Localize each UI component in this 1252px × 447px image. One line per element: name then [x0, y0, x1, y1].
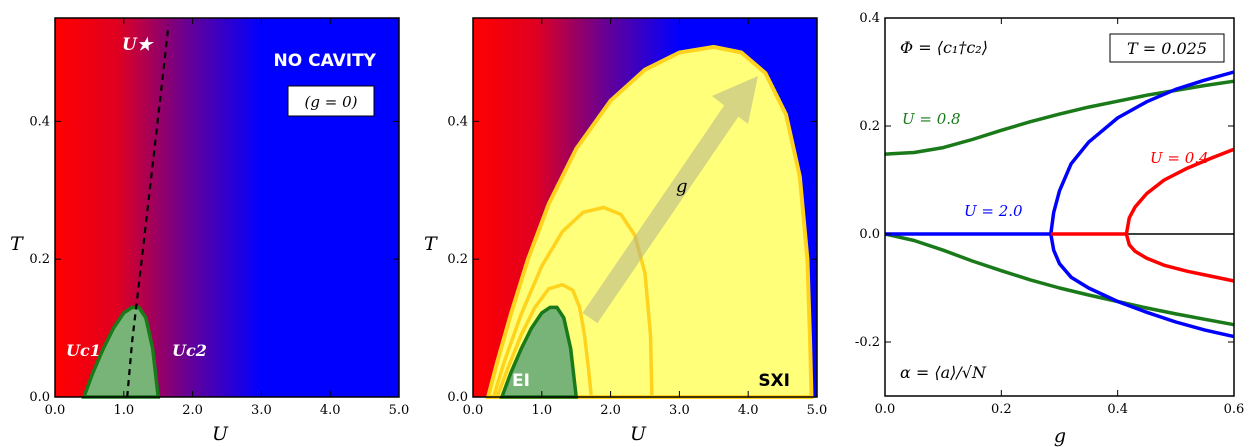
y-tick-label: -0.2 [855, 335, 880, 350]
left-frame [54, 17, 400, 398]
right-panel: 0.0 0.2 0.4 0.6-0.20.00.20.4 g Φ = ⟨c₁†c₂⟩ … [855, 11, 1244, 447]
y-tick-label: 0.2 [29, 252, 50, 267]
x-tick-label: 4.0 [738, 403, 759, 418]
middle-g-arrow [582, 76, 758, 324]
right-xlabel: g [1054, 425, 1066, 447]
left-axis-ticks: 0.0 1.0 2.0 3.0 4.0 5.0 0.0 0.2 0.4 [29, 18, 409, 418]
right-frame [884, 17, 1235, 397]
x-tick-label: 1.0 [113, 403, 134, 418]
x-tick-label: 5.0 [389, 403, 410, 418]
middle-sxi-label: SXI [758, 371, 790, 391]
x-tick-label: 0.4 [1107, 402, 1128, 417]
left-ylabel: T [10, 233, 24, 255]
right-phi-label: Φ = ⟨c₁†c₂⟩ [900, 38, 988, 57]
middle-ei-dome [499, 305, 579, 399]
right-temperature-label: T = 0.025 [1127, 39, 1207, 58]
middle-xlabel: U [630, 423, 647, 445]
series-line-5 [1124, 147, 1235, 235]
middle-g-label: g [676, 176, 688, 197]
x-tick-label: 3.0 [669, 403, 690, 418]
series-line-6 [1124, 233, 1235, 283]
x-tick-label: 1.0 [531, 403, 552, 418]
left-uc1-label: Uc1 [66, 341, 101, 360]
y-tick-label: 0.0 [859, 227, 880, 242]
right-u08-label: U = 0.8 [902, 110, 961, 128]
middle-dome-2 [495, 282, 594, 398]
left-g0-label: (g = 0) [305, 93, 358, 111]
x-tick-label: 0.0 [463, 403, 484, 418]
y-tick-label: 0.2 [447, 252, 468, 267]
y-tick-label: 0.0 [447, 390, 468, 405]
right-plot-bg [885, 18, 1234, 396]
middle-ei-label: EI [512, 371, 530, 391]
y-tick-label: 0.0 [29, 390, 50, 405]
x-tick-label: 5.0 [807, 403, 828, 418]
left-ustar-label: U★ [122, 35, 155, 55]
left-g0-box [287, 85, 375, 117]
left-uc2-label: Uc2 [172, 341, 207, 360]
x-tick-label: 0.2 [991, 402, 1012, 417]
y-tick-label: 0.4 [29, 114, 50, 129]
middle-frame [472, 17, 818, 398]
middle-panel: 0.0 1.0 2.0 3.0 4.0 5.0 0.0 0.2 0.4 U T g EI SXI [424, 17, 827, 445]
right-alpha-label: α = ⟨a⟩/√N [900, 363, 987, 382]
left-no-cavity-label: NO CAVITY [274, 51, 377, 71]
x-tick-label: 0.6 [1224, 402, 1245, 417]
middle-dome-3 [491, 205, 654, 398]
left-ustar-line [126, 24, 170, 398]
x-tick-label: 3.0 [251, 403, 272, 418]
x-tick-label: 4.0 [320, 403, 341, 418]
right-u20-label: U = 2.0 [964, 202, 1023, 220]
y-tick-label: 0.4 [447, 114, 468, 129]
y-tick-label: 0.4 [859, 11, 880, 26]
series-line-1 [884, 232, 1235, 327]
middle-ylabel: T [424, 233, 438, 255]
x-tick-label: 0.0 [45, 403, 66, 418]
series-line-3 [1049, 233, 1235, 339]
x-tick-label: 2.0 [600, 403, 621, 418]
left-xlabel: U [212, 423, 229, 445]
x-tick-label: 0.0 [875, 402, 896, 417]
right-temperature-box [1109, 33, 1225, 63]
left-ei-dome [81, 305, 161, 399]
series-line-2 [885, 70, 1235, 236]
right-series-group [884, 70, 1235, 339]
y-tick-label: 0.2 [859, 119, 880, 134]
x-tick-label: 2.0 [182, 403, 203, 418]
middle-axis-ticks: 0.0 1.0 2.0 3.0 4.0 5.0 0.0 0.2 0.4 [447, 18, 827, 418]
right-u04-label: U = 0.4 [1150, 149, 1209, 167]
right-axis-ticks: 0.0 0.2 0.4 0.6 -0.2 0.0 0.2 0.4 [855, 11, 1244, 417]
left-panel: 0.0 1.0 2.0 3.0 4.0 5.0 0.0 0.2 0.4 U T NO CAVIT… [10, 17, 409, 445]
